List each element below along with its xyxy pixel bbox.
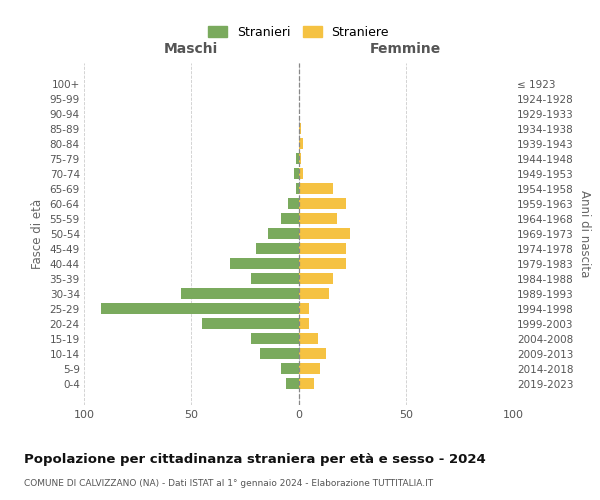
Bar: [299, 228, 350, 239]
Y-axis label: Anni di nascita: Anni di nascita: [578, 190, 590, 278]
Text: Popolazione per cittadinanza straniera per età e sesso - 2024: Popolazione per cittadinanza straniera p…: [24, 452, 486, 466]
Bar: [299, 333, 318, 344]
Bar: [286, 378, 299, 390]
Bar: [101, 303, 299, 314]
Bar: [299, 123, 301, 134]
Bar: [299, 168, 303, 179]
Bar: [260, 348, 299, 360]
Bar: [299, 153, 301, 164]
Bar: [299, 303, 309, 314]
Bar: [281, 363, 299, 374]
Bar: [230, 258, 299, 270]
Bar: [296, 183, 299, 194]
Bar: [299, 378, 314, 390]
Bar: [296, 153, 299, 164]
Bar: [299, 138, 303, 149]
Bar: [299, 183, 333, 194]
Bar: [299, 363, 320, 374]
Legend: Stranieri, Straniere: Stranieri, Straniere: [203, 21, 394, 44]
Bar: [256, 243, 299, 254]
Bar: [251, 273, 299, 284]
Bar: [251, 333, 299, 344]
Bar: [299, 198, 346, 209]
Y-axis label: Fasce di età: Fasce di età: [31, 198, 44, 269]
Bar: [294, 168, 299, 179]
Bar: [299, 213, 337, 224]
Bar: [299, 273, 333, 284]
Bar: [299, 318, 309, 330]
Text: COMUNE DI CALVIZZANO (NA) - Dati ISTAT al 1° gennaio 2024 - Elaborazione TUTTITA: COMUNE DI CALVIZZANO (NA) - Dati ISTAT a…: [24, 479, 433, 488]
Text: Maschi: Maschi: [164, 42, 218, 56]
Bar: [181, 288, 299, 300]
Bar: [268, 228, 299, 239]
Bar: [202, 318, 299, 330]
Bar: [299, 243, 346, 254]
Bar: [288, 198, 299, 209]
Bar: [299, 288, 329, 300]
Bar: [299, 258, 346, 270]
Bar: [281, 213, 299, 224]
Bar: [299, 348, 326, 360]
Text: Femmine: Femmine: [370, 42, 442, 56]
